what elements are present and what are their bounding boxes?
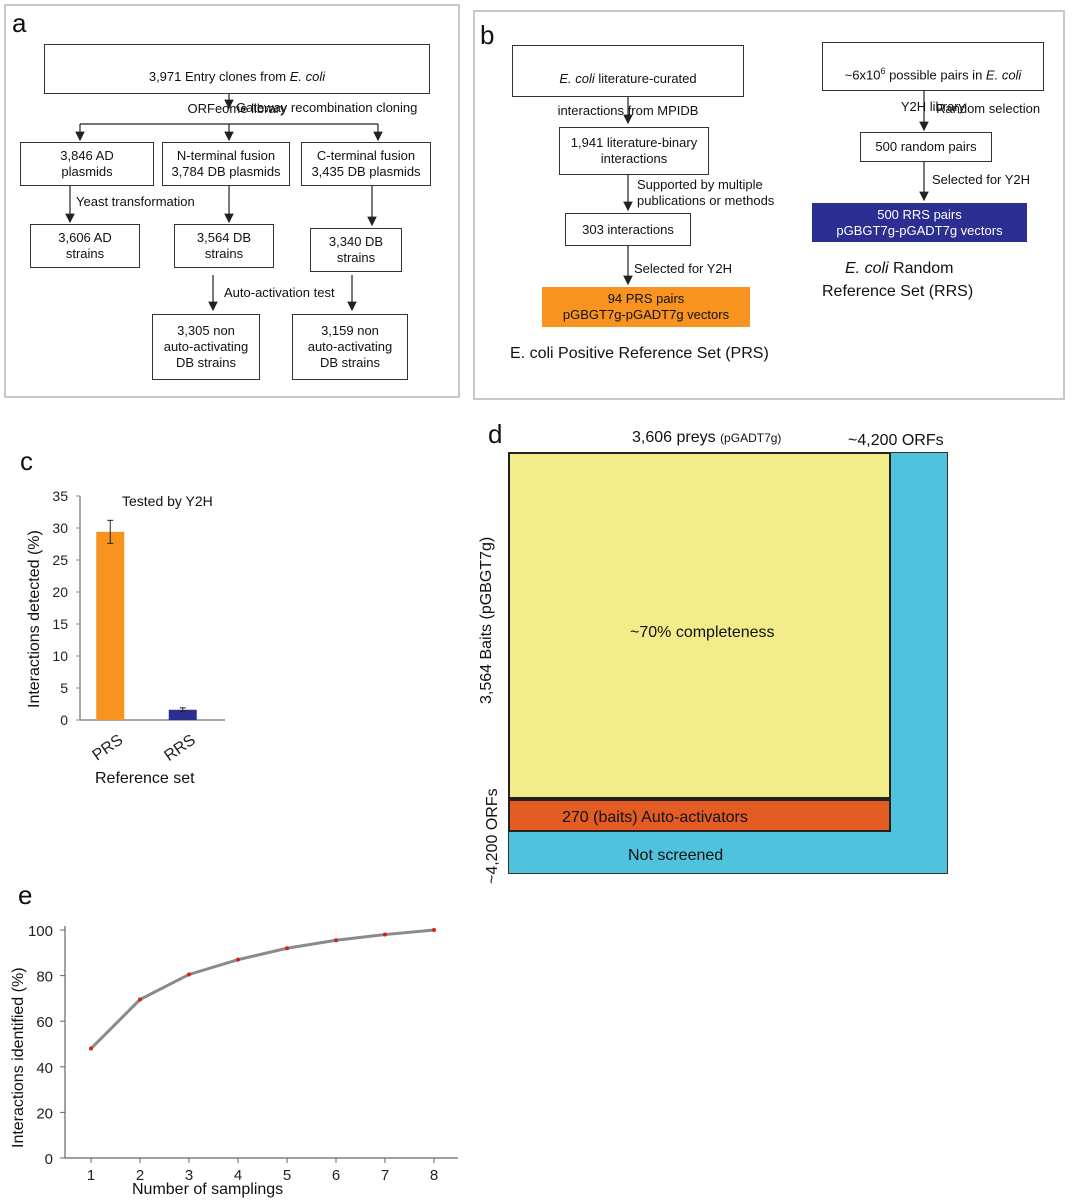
auto-activators-label: 270 (baits) Auto-activators xyxy=(562,809,748,826)
y-tick-label: 5 xyxy=(60,680,68,696)
entry-clones-italic: E. coli xyxy=(289,69,326,84)
not-screened-label: Not screened xyxy=(628,847,724,864)
selected-y2h-rrs-label: Selected for Y2H xyxy=(932,172,1031,187)
y-tick-label: 25 xyxy=(52,552,68,568)
y-tick-label: 35 xyxy=(52,488,68,504)
data-point xyxy=(285,946,289,951)
c-terminal-box: C-terminal fusion 3,435 DB plasmids xyxy=(301,142,431,186)
x-tick-label: 2 xyxy=(136,1167,144,1184)
entry-clones-line2: ORFeome library xyxy=(187,101,287,116)
rrs-caption-line2: Reference Set (RRS) xyxy=(822,283,974,300)
x-tick-label: 8 xyxy=(430,1167,438,1184)
pairs-line2: Y2H library xyxy=(900,99,966,115)
y-tick-label: 80 xyxy=(36,969,53,986)
panel-b-letter: b xyxy=(480,20,495,50)
panel-e-letter: e xyxy=(18,880,33,910)
screened-block xyxy=(508,452,891,799)
y-tick-label: 15 xyxy=(52,616,68,632)
panel-c-letter: c xyxy=(20,446,33,476)
x-tick-label: 7 xyxy=(381,1167,389,1184)
data-point xyxy=(89,1046,93,1051)
orfs-top-label: ~4,200 ORFs xyxy=(848,432,944,449)
data-point xyxy=(187,972,191,977)
literature-curated-box: E. coli literature-curated interactions … xyxy=(512,45,744,118)
y-tick-label: 10 xyxy=(52,648,68,664)
sampling-curve xyxy=(89,928,435,1050)
n-terminal-box: N-terminal fusion 3,784 DB plasmids xyxy=(162,142,290,186)
pairs-sup: 6 xyxy=(880,66,886,76)
supported-label: Supported by multiple publications or me… xyxy=(637,177,775,208)
ad-plasmids-box: 3,846 AD plasmids xyxy=(20,142,154,186)
y-tick-label: 0 xyxy=(60,712,68,728)
data-point xyxy=(334,938,338,943)
data-point xyxy=(138,997,142,1002)
y-tick-label: 20 xyxy=(52,584,68,600)
y-tick-label: 60 xyxy=(36,1014,53,1031)
y-tick-label: 0 xyxy=(45,1151,53,1168)
interactions-303-box: 303 interactions xyxy=(565,213,691,246)
data-point xyxy=(432,928,436,932)
panel-c-title: Tested by Y2H xyxy=(122,493,213,509)
auto-activators-block xyxy=(508,799,891,832)
preys-label: 3,606 preys (pGADT7g) xyxy=(632,429,781,447)
bar-prs xyxy=(96,531,125,720)
x-tick-label: 5 xyxy=(283,1167,291,1184)
prs-caption: E. coli Positive Reference Set (PRS) xyxy=(510,345,769,362)
entry-clones-box: 3,971 Entry clones from E. coli ORFeome … xyxy=(44,44,430,116)
auto-activation-label: Auto-activation test xyxy=(224,285,335,300)
pairs-italic: E. coli xyxy=(985,67,1022,83)
db-strains-n-box: 3,564 DB strains xyxy=(174,224,274,268)
x-tick-label: 3 xyxy=(185,1167,193,1184)
rrs-pairs-box: 500 RRS pairs pGBGT7g-pGADT7g vectors xyxy=(812,203,1027,242)
random-selection-label: Random selection xyxy=(936,101,1041,116)
possible-pairs-box: ~6x106 possible pairs in E. coli Y2H lib… xyxy=(822,42,1044,114)
panel-c-xlabel: Reference set xyxy=(95,770,195,787)
non-auto-n-box: 3,305 non auto-activating DB strains xyxy=(152,314,260,380)
panel-e-xlabel: Number of samplings xyxy=(132,1181,284,1198)
bar-rrs xyxy=(168,709,197,720)
y-tick-label: 30 xyxy=(52,520,68,536)
preys-small: (pGADT7g) xyxy=(720,431,782,445)
data-point xyxy=(236,957,240,962)
literature-line2: interactions from MPIDB xyxy=(557,103,699,118)
panel-d-letter: d xyxy=(488,419,503,449)
y-tick-label: 20 xyxy=(36,1105,53,1122)
literature-line1: literature-curated xyxy=(594,71,697,86)
literature-binary-box: 1,941 literature-binary interactions xyxy=(559,127,709,175)
pairs-mid: possible pairs in xyxy=(885,67,986,83)
x-tick-label: 1 xyxy=(87,1167,95,1184)
preys-text: 3,606 preys xyxy=(632,429,716,446)
yeast-transformation-label: Yeast transformation xyxy=(76,194,195,209)
panel-e-ylabel: Interactions identified (%) xyxy=(10,967,27,1148)
rrs-caption: E. coli Random xyxy=(845,260,954,278)
non-auto-c-box: 3,159 non auto-activating DB strains xyxy=(292,314,408,380)
panel-b-frame xyxy=(473,10,1065,400)
random-500-box: 500 random pairs xyxy=(860,132,992,162)
data-point xyxy=(383,932,387,937)
panel-a-frame xyxy=(4,4,460,398)
y-tick-label: 40 xyxy=(36,1060,53,1077)
y-tick-label: 100 xyxy=(28,923,53,940)
ad-strains-box: 3,606 AD strains xyxy=(30,224,140,268)
x-tick-label: 4 xyxy=(234,1167,242,1184)
entry-clones-line1: 3,971 Entry clones from xyxy=(148,69,290,84)
rrs-caption-italic: E. coli xyxy=(845,260,889,277)
x-tick-label: 6 xyxy=(332,1167,340,1184)
selected-y2h-prs-label: Selected for Y2H xyxy=(634,261,733,276)
prs-pairs-box: 94 PRS pairs pGBGT7g-pGADT7g vectors xyxy=(542,287,750,327)
literature-italic: E. coli xyxy=(559,71,595,86)
rrs-caption-rest: Random xyxy=(888,260,954,277)
gateway-label: Gateway recombination cloning xyxy=(236,100,418,115)
pairs-pre: ~6x10 xyxy=(844,67,881,83)
panel-a-letter: a xyxy=(12,8,27,38)
completeness-label: ~70% completeness xyxy=(630,624,775,641)
db-strains-c-box: 3,340 DB strains xyxy=(310,228,402,272)
